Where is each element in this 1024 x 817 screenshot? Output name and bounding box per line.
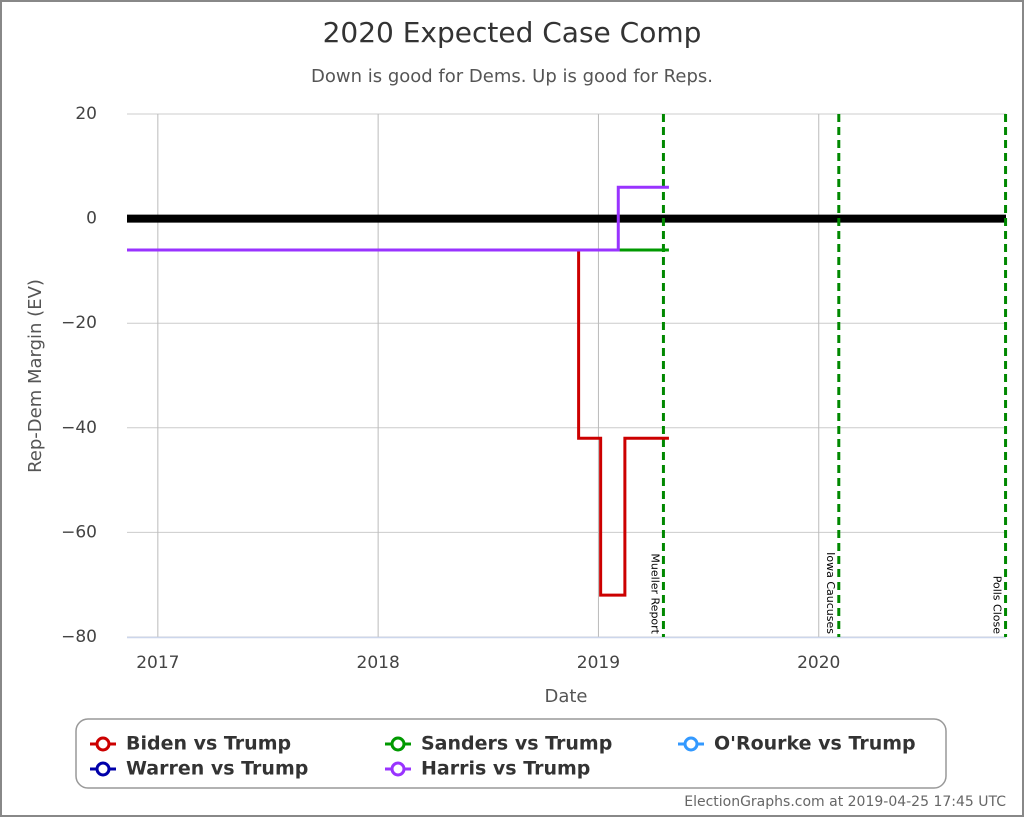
x-tick-label: 2018 (357, 653, 400, 673)
y-tick-label: 0 (86, 209, 97, 229)
chart-title: 2020 Expected Case Comp (323, 16, 702, 49)
series-line (127, 185, 669, 252)
x-tick-label: 2020 (797, 653, 840, 673)
legend-label: Sanders vs Trump (421, 733, 612, 755)
event-label: Mueller Report (648, 553, 661, 634)
series-line (127, 248, 669, 597)
legend-marker (95, 736, 111, 752)
x-tick-label: 2017 (136, 653, 179, 673)
y-tick-label: −20 (61, 313, 97, 333)
event-label: Polls Close (991, 576, 1004, 635)
y-tick-label: −60 (61, 522, 97, 542)
footer: ElectionGraphs.com at 2019-04-25 17:45 U… (684, 794, 1006, 810)
legend-marker (95, 761, 111, 777)
legend-box (75, 718, 947, 789)
legend-label: O'Rourke vs Trump (714, 733, 916, 755)
legend-label: Harris vs Trump (421, 758, 590, 780)
legend-marker (390, 736, 406, 752)
x-axis-label: Date (544, 686, 587, 707)
legend-marker (683, 736, 699, 752)
legend-label: Biden vs Trump (126, 733, 291, 755)
legend-label: Warren vs Trump (126, 758, 308, 780)
y-tick-label: 20 (75, 104, 97, 124)
y-tick-label: −80 (61, 627, 97, 647)
chart-subtitle: Down is good for Dems. Up is good for Re… (311, 66, 713, 87)
legend-marker (390, 761, 406, 777)
x-tick-label: 2019 (577, 653, 620, 673)
y-axis-label: Rep-Dem Margin (EV) (25, 279, 46, 473)
event-label: Iowa Caucuses (824, 552, 837, 634)
y-tick-label: −40 (61, 418, 97, 438)
